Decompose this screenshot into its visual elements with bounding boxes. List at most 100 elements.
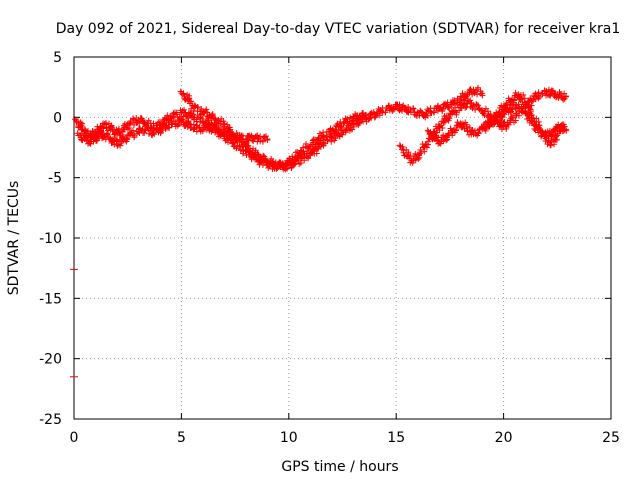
data-point [471, 127, 478, 134]
data-point [400, 149, 407, 156]
data-point [479, 90, 486, 97]
data-point [492, 113, 499, 120]
data-point [221, 125, 228, 132]
data-point [102, 120, 109, 127]
data-point [562, 93, 569, 100]
data-point [117, 142, 124, 149]
data-point [320, 136, 327, 143]
data-point [417, 146, 424, 153]
data-point [95, 132, 102, 139]
data-point [424, 138, 431, 145]
data-point [509, 106, 516, 113]
data-point [238, 136, 245, 143]
data-point [518, 96, 525, 103]
data-point [475, 105, 482, 112]
y-axis-label: SDTVAR / TECUs [6, 181, 22, 296]
data-point [202, 108, 209, 115]
data-point [110, 137, 117, 144]
data-point [446, 131, 453, 138]
data-point [474, 86, 481, 93]
data-point [131, 132, 138, 139]
data-point [83, 137, 90, 144]
data-point [518, 107, 525, 114]
data-point [555, 130, 562, 137]
x-tick-label: 20 [495, 430, 513, 446]
data-point [385, 103, 392, 110]
data-point [294, 157, 301, 164]
data-point [445, 104, 452, 111]
data-point [259, 138, 266, 145]
data-point [145, 125, 152, 132]
data-point [467, 97, 474, 104]
data-point [90, 138, 97, 145]
data-point [186, 95, 193, 102]
data-point [262, 133, 269, 140]
data-point [188, 98, 195, 105]
data-point [100, 125, 107, 132]
data-point [463, 123, 470, 130]
data-point [382, 109, 389, 116]
data-point [352, 111, 359, 118]
data-point [537, 125, 544, 132]
data-point [129, 127, 136, 134]
data-point [197, 114, 204, 121]
data-point [535, 89, 542, 96]
data-point [446, 115, 453, 122]
data-point [481, 108, 488, 115]
data-point [83, 128, 90, 135]
data-point [124, 136, 131, 143]
data-point [276, 162, 283, 169]
data-point [548, 87, 555, 94]
data-point [529, 98, 536, 105]
data-point [281, 165, 288, 172]
data-point [454, 95, 461, 102]
data-point [495, 111, 502, 118]
y-tick-label: 0 [53, 110, 62, 126]
data-point [159, 127, 166, 134]
data-point [550, 87, 557, 94]
data-point [529, 115, 536, 122]
data-point [314, 146, 321, 153]
data-point [445, 114, 452, 121]
x-tick-label: 25 [602, 430, 620, 446]
data-point [459, 90, 466, 97]
data-point [510, 96, 517, 103]
data-point [407, 106, 414, 113]
data-point [504, 101, 511, 108]
data-point [544, 141, 551, 148]
data-point [475, 129, 482, 136]
data-point [524, 101, 531, 108]
data-point [252, 149, 259, 156]
data-point [79, 123, 86, 130]
data-point [494, 116, 501, 123]
data-point [439, 106, 446, 113]
data-point [116, 130, 123, 137]
data-point [464, 128, 471, 135]
data-point [453, 99, 460, 106]
data-point [553, 133, 560, 140]
data-point [452, 126, 459, 133]
data-point [376, 112, 383, 119]
y-tick-label: -15 [39, 291, 62, 307]
data-point [474, 91, 481, 98]
data-point [221, 120, 228, 127]
data-point [317, 143, 324, 150]
axis-ticks: 0 5 10 15 20 25 5 0 -5 -10 -15 -20 -25 [39, 50, 620, 446]
data-point [108, 136, 115, 143]
data-point [516, 93, 523, 100]
data-point [437, 140, 444, 147]
data-point [421, 144, 428, 151]
data-point [184, 123, 191, 130]
data-point [151, 131, 158, 138]
data-point [355, 122, 362, 129]
data-point [440, 138, 447, 145]
data-point [97, 123, 104, 130]
data-point [108, 123, 115, 130]
data-point [87, 140, 94, 147]
data-point [416, 112, 423, 119]
data-point [373, 109, 380, 116]
data-point [424, 106, 431, 113]
data-point [126, 130, 133, 137]
data-point [424, 127, 431, 134]
